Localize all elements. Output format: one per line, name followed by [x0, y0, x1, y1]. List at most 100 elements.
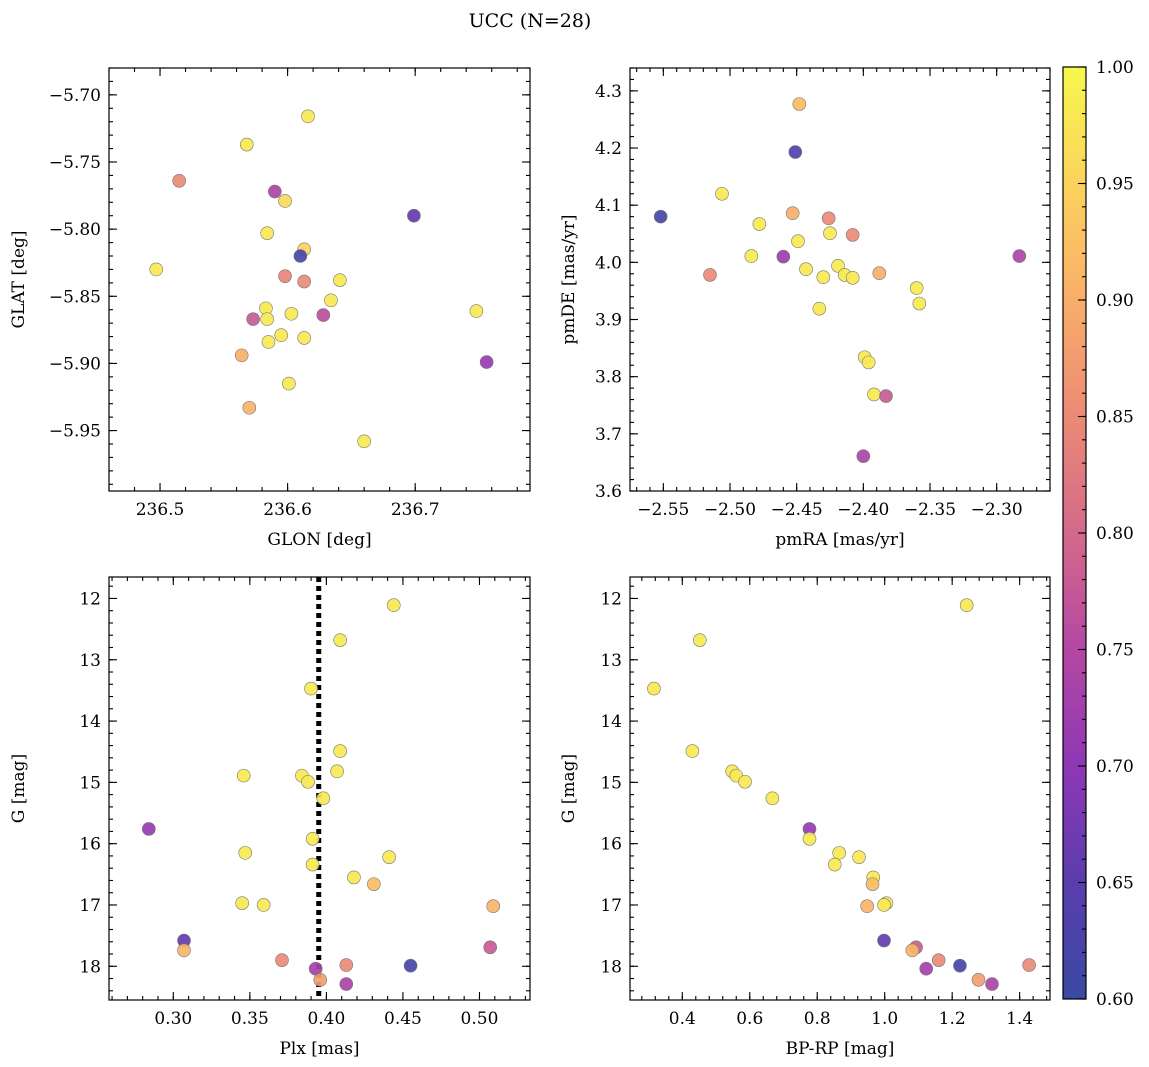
scatter-point	[703, 268, 717, 282]
scatter-point	[812, 301, 827, 316]
scatter-point	[653, 209, 668, 224]
panel-plx-g: 0.30 0.35 0.40 0.45 0.50 12 13 14 15 16 17 18 Plx [m…	[9, 576, 531, 1059]
scatter-point	[483, 940, 497, 955]
scatter-point	[236, 768, 251, 783]
scatter-point	[305, 831, 320, 846]
y-tick-label: 18	[79, 957, 101, 977]
scatter-point	[339, 977, 354, 991]
scatter-point	[860, 899, 874, 914]
scatter-point	[333, 744, 347, 758]
x-tick-label: −2.50	[704, 500, 756, 520]
scatter-point	[386, 598, 401, 613]
scatter-point	[172, 174, 186, 188]
colorbar: 0.60 0.65 0.70 0.75 0.80 0.85 0.90 0.95 1.00	[1062, 58, 1134, 1010]
y-tick-label: −5.75	[49, 153, 101, 173]
x-tick-label: 0.45	[384, 1009, 422, 1029]
scatter-point	[852, 850, 866, 864]
x-tick-label: 0.30	[154, 1009, 192, 1029]
x-tick-label: 236.6	[263, 500, 312, 520]
x-tick-label: 0.8	[804, 1009, 831, 1029]
x-tick-label: −2.55	[637, 500, 689, 520]
scatter-point	[877, 898, 891, 912]
scatter-point	[268, 184, 282, 199]
scatter-point	[142, 822, 156, 836]
scatter-point	[776, 249, 791, 264]
scatter-point	[905, 943, 920, 958]
y-axis-title: GLAT [deg]	[9, 230, 29, 328]
scatter-point	[339, 958, 354, 972]
y-tick-label: 14	[600, 712, 622, 732]
scatter-point	[304, 681, 318, 696]
panel-glon-glat: 236.5 236.6 236.7 −5.70 −5.75 −5.80 −5.85 −5.90…	[9, 67, 531, 550]
scatter-point	[333, 633, 347, 647]
scatter-point	[333, 273, 347, 287]
scatter-point	[275, 953, 289, 967]
y-tick-label: −5.90	[49, 354, 101, 374]
scatter-point	[382, 850, 396, 864]
y-tick-label: 3.9	[595, 311, 622, 331]
colorbar-tick-label: 0.90	[1096, 291, 1134, 311]
scatter-point	[715, 186, 729, 201]
scatter-point	[831, 258, 845, 273]
y-tick-label: 14	[79, 712, 101, 732]
y-tick-label: −5.70	[49, 86, 101, 106]
y-tick-label: −5.95	[49, 422, 101, 442]
scatter-point	[827, 857, 842, 872]
scatter-point	[765, 791, 780, 806]
scatter-point	[872, 266, 887, 281]
scatter-point	[685, 744, 700, 758]
y-axis-title: pmDE [mas/yr]	[559, 214, 579, 344]
y-tick-label: 3.6	[595, 482, 622, 502]
y-tick-label: 12	[79, 589, 101, 609]
scatter-point	[260, 312, 274, 326]
y-tick-label: 4.2	[595, 139, 622, 159]
scatter-point	[861, 355, 876, 370]
x-tick-label: 1.2	[939, 1009, 966, 1029]
scatter-point	[242, 400, 257, 415]
x-tick-label: 0.6	[736, 1009, 763, 1029]
scatter-point	[246, 312, 260, 326]
x-tick-label: 236.5	[136, 500, 185, 520]
scatter-point	[301, 109, 315, 124]
scatter-point	[788, 145, 803, 159]
y-tick-label: 18	[600, 957, 622, 977]
colorbar-tick-label: 0.60	[1096, 990, 1134, 1010]
scatter-point	[313, 972, 328, 987]
scatter-point	[261, 335, 276, 349]
colorbar-tick-label: 0.65	[1096, 874, 1134, 894]
scatter-point	[407, 208, 421, 223]
y-tick-label: 15	[79, 773, 101, 793]
scatter-point	[879, 389, 893, 403]
scatter-point	[149, 262, 164, 277]
colorbar-tick-label: 0.70	[1096, 757, 1134, 777]
y-tick-label: 16	[79, 835, 101, 855]
colorbar-tick-label: 0.95	[1096, 175, 1134, 195]
x-axis-title: pmRA [mas/yr]	[775, 530, 904, 550]
y-tick-label: 15	[600, 773, 622, 793]
axes-frame	[108, 576, 531, 1001]
scatter-point	[985, 977, 999, 991]
scatter-point	[301, 774, 315, 789]
axes-frame	[629, 576, 1051, 1001]
scatter-point	[792, 97, 807, 111]
scatter-point	[316, 791, 331, 806]
scatter-point	[802, 831, 817, 846]
y-axis-title: G [mag]	[9, 754, 29, 823]
scatter-point	[912, 296, 927, 311]
y-tick-label: −5.80	[49, 220, 101, 240]
scatter-point	[278, 194, 292, 208]
x-axis-title: GLON [deg]	[267, 530, 371, 550]
scatter-point	[816, 270, 831, 285]
x-tick-label: 0.35	[231, 1009, 269, 1029]
scatter-point	[324, 293, 338, 308]
scatter-point	[823, 226, 837, 240]
y-tick-label: 4.3	[595, 82, 622, 102]
scatter-point	[877, 933, 891, 948]
scatter-point	[367, 877, 381, 891]
scatter-point	[177, 943, 191, 958]
scatter-point	[486, 899, 501, 914]
y-tick-label: 3.7	[595, 425, 622, 445]
y-tick-label: 3.8	[595, 368, 622, 388]
scatter-point	[693, 633, 707, 647]
scatter-point	[971, 972, 986, 987]
